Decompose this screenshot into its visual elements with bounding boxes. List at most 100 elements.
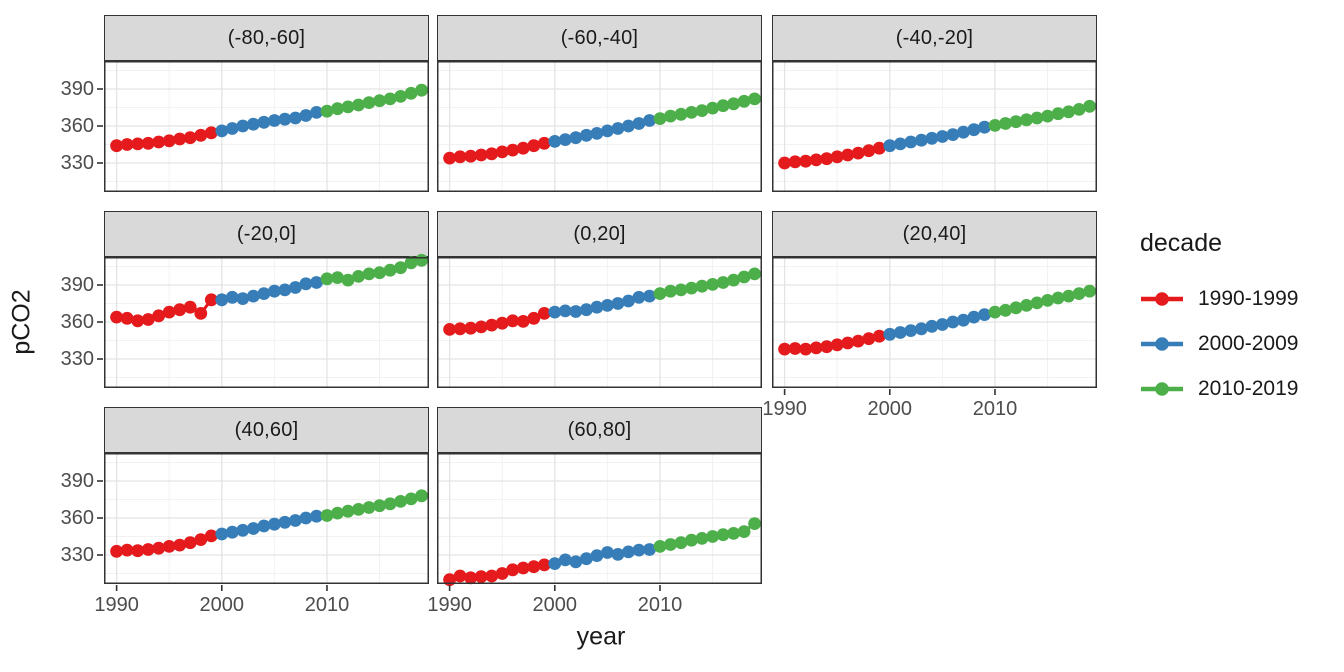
y-tick-label: 330 (60, 152, 94, 174)
data-point (748, 517, 761, 530)
data-point (830, 150, 844, 164)
data-point (257, 287, 271, 300)
data-point (204, 126, 218, 140)
data-point (236, 119, 250, 133)
data-point (120, 543, 134, 557)
data-point (936, 130, 949, 143)
data-point (737, 525, 751, 538)
facet-panel (97, 61, 429, 192)
y-tick-label: 390 (60, 78, 94, 100)
data-point (474, 320, 488, 334)
data-point (674, 536, 688, 550)
data-point (341, 273, 355, 287)
data-point (1020, 299, 1033, 312)
data-point (443, 151, 456, 165)
data-point (851, 146, 865, 160)
data-point (527, 560, 541, 574)
data-point (362, 96, 376, 109)
data-point (173, 303, 187, 317)
data-point (695, 279, 709, 293)
data-point (664, 284, 677, 298)
data-point (215, 124, 229, 138)
data-point (820, 340, 834, 354)
data-point (464, 149, 478, 163)
data-point (695, 104, 709, 117)
data-point (548, 557, 562, 570)
data-point (851, 334, 865, 348)
legend-key-line-point-icon (1141, 382, 1183, 396)
data-point (706, 101, 719, 115)
data-point (788, 155, 802, 169)
data-point (352, 503, 365, 516)
panel-border (772, 61, 1097, 192)
data-point (1051, 107, 1065, 121)
y-tick-label: 360 (60, 311, 94, 333)
data-point (341, 504, 355, 518)
data-point (183, 131, 197, 145)
data-point (537, 558, 551, 572)
legend-item: 2000-2009 (1140, 331, 1298, 357)
data-point (310, 276, 323, 289)
data-point (299, 511, 313, 525)
data-point (516, 561, 530, 575)
x-tick-label: 1990 (427, 594, 472, 616)
data-point (841, 148, 855, 162)
data-point (580, 303, 593, 317)
data-point (141, 543, 155, 556)
data-point (695, 532, 709, 545)
data-point (674, 283, 688, 297)
data-point (110, 139, 123, 153)
data-point (341, 100, 355, 114)
facet-panel (437, 61, 762, 192)
data-point (516, 141, 530, 155)
data-point (320, 104, 334, 118)
facet-strip: (-40,-20] (772, 15, 1097, 61)
data-point (611, 548, 625, 561)
data-point (590, 549, 604, 562)
data-point (257, 115, 271, 129)
data-point (506, 314, 520, 328)
data-point (320, 509, 334, 522)
y-tick-label: 360 (60, 507, 94, 529)
data-point (404, 492, 418, 506)
data-point (299, 277, 313, 291)
data-point (120, 311, 134, 325)
data-point (247, 117, 260, 131)
data-point (643, 114, 656, 127)
y-tick-label: 360 (60, 115, 94, 137)
data-point (653, 112, 667, 125)
x-tick-label: 1990 (762, 398, 807, 420)
legend-label: 2010-2019 (1198, 377, 1299, 400)
data-point (569, 305, 583, 318)
data-point (415, 83, 428, 97)
data-point (727, 527, 740, 540)
data-point (872, 329, 886, 343)
data-point (352, 98, 365, 112)
data-point (548, 135, 562, 148)
data-point (809, 341, 823, 355)
data-point (194, 533, 208, 546)
data-point (268, 517, 281, 531)
gridlines (437, 61, 762, 192)
data-point (152, 309, 166, 323)
data-point (653, 287, 667, 300)
x-tick-label: 2000 (867, 398, 913, 420)
data-point (495, 567, 509, 580)
data-point (415, 489, 428, 503)
data-point (915, 133, 928, 147)
data-point (373, 94, 386, 108)
facet-panel (772, 257, 1097, 395)
data-point (1030, 111, 1044, 125)
data-point (915, 322, 928, 336)
data-point (131, 137, 145, 151)
data-point (632, 117, 646, 130)
data-point (362, 501, 376, 514)
facet-panel (97, 253, 429, 388)
facet-strip: (0,20] (437, 211, 762, 257)
data-point (162, 305, 176, 319)
data-point (1062, 105, 1075, 119)
facet-strip: (40,60] (104, 407, 429, 453)
data-point (590, 300, 604, 314)
facet-strip-label: (-60,-40] (560, 26, 639, 49)
data-point (664, 109, 677, 123)
